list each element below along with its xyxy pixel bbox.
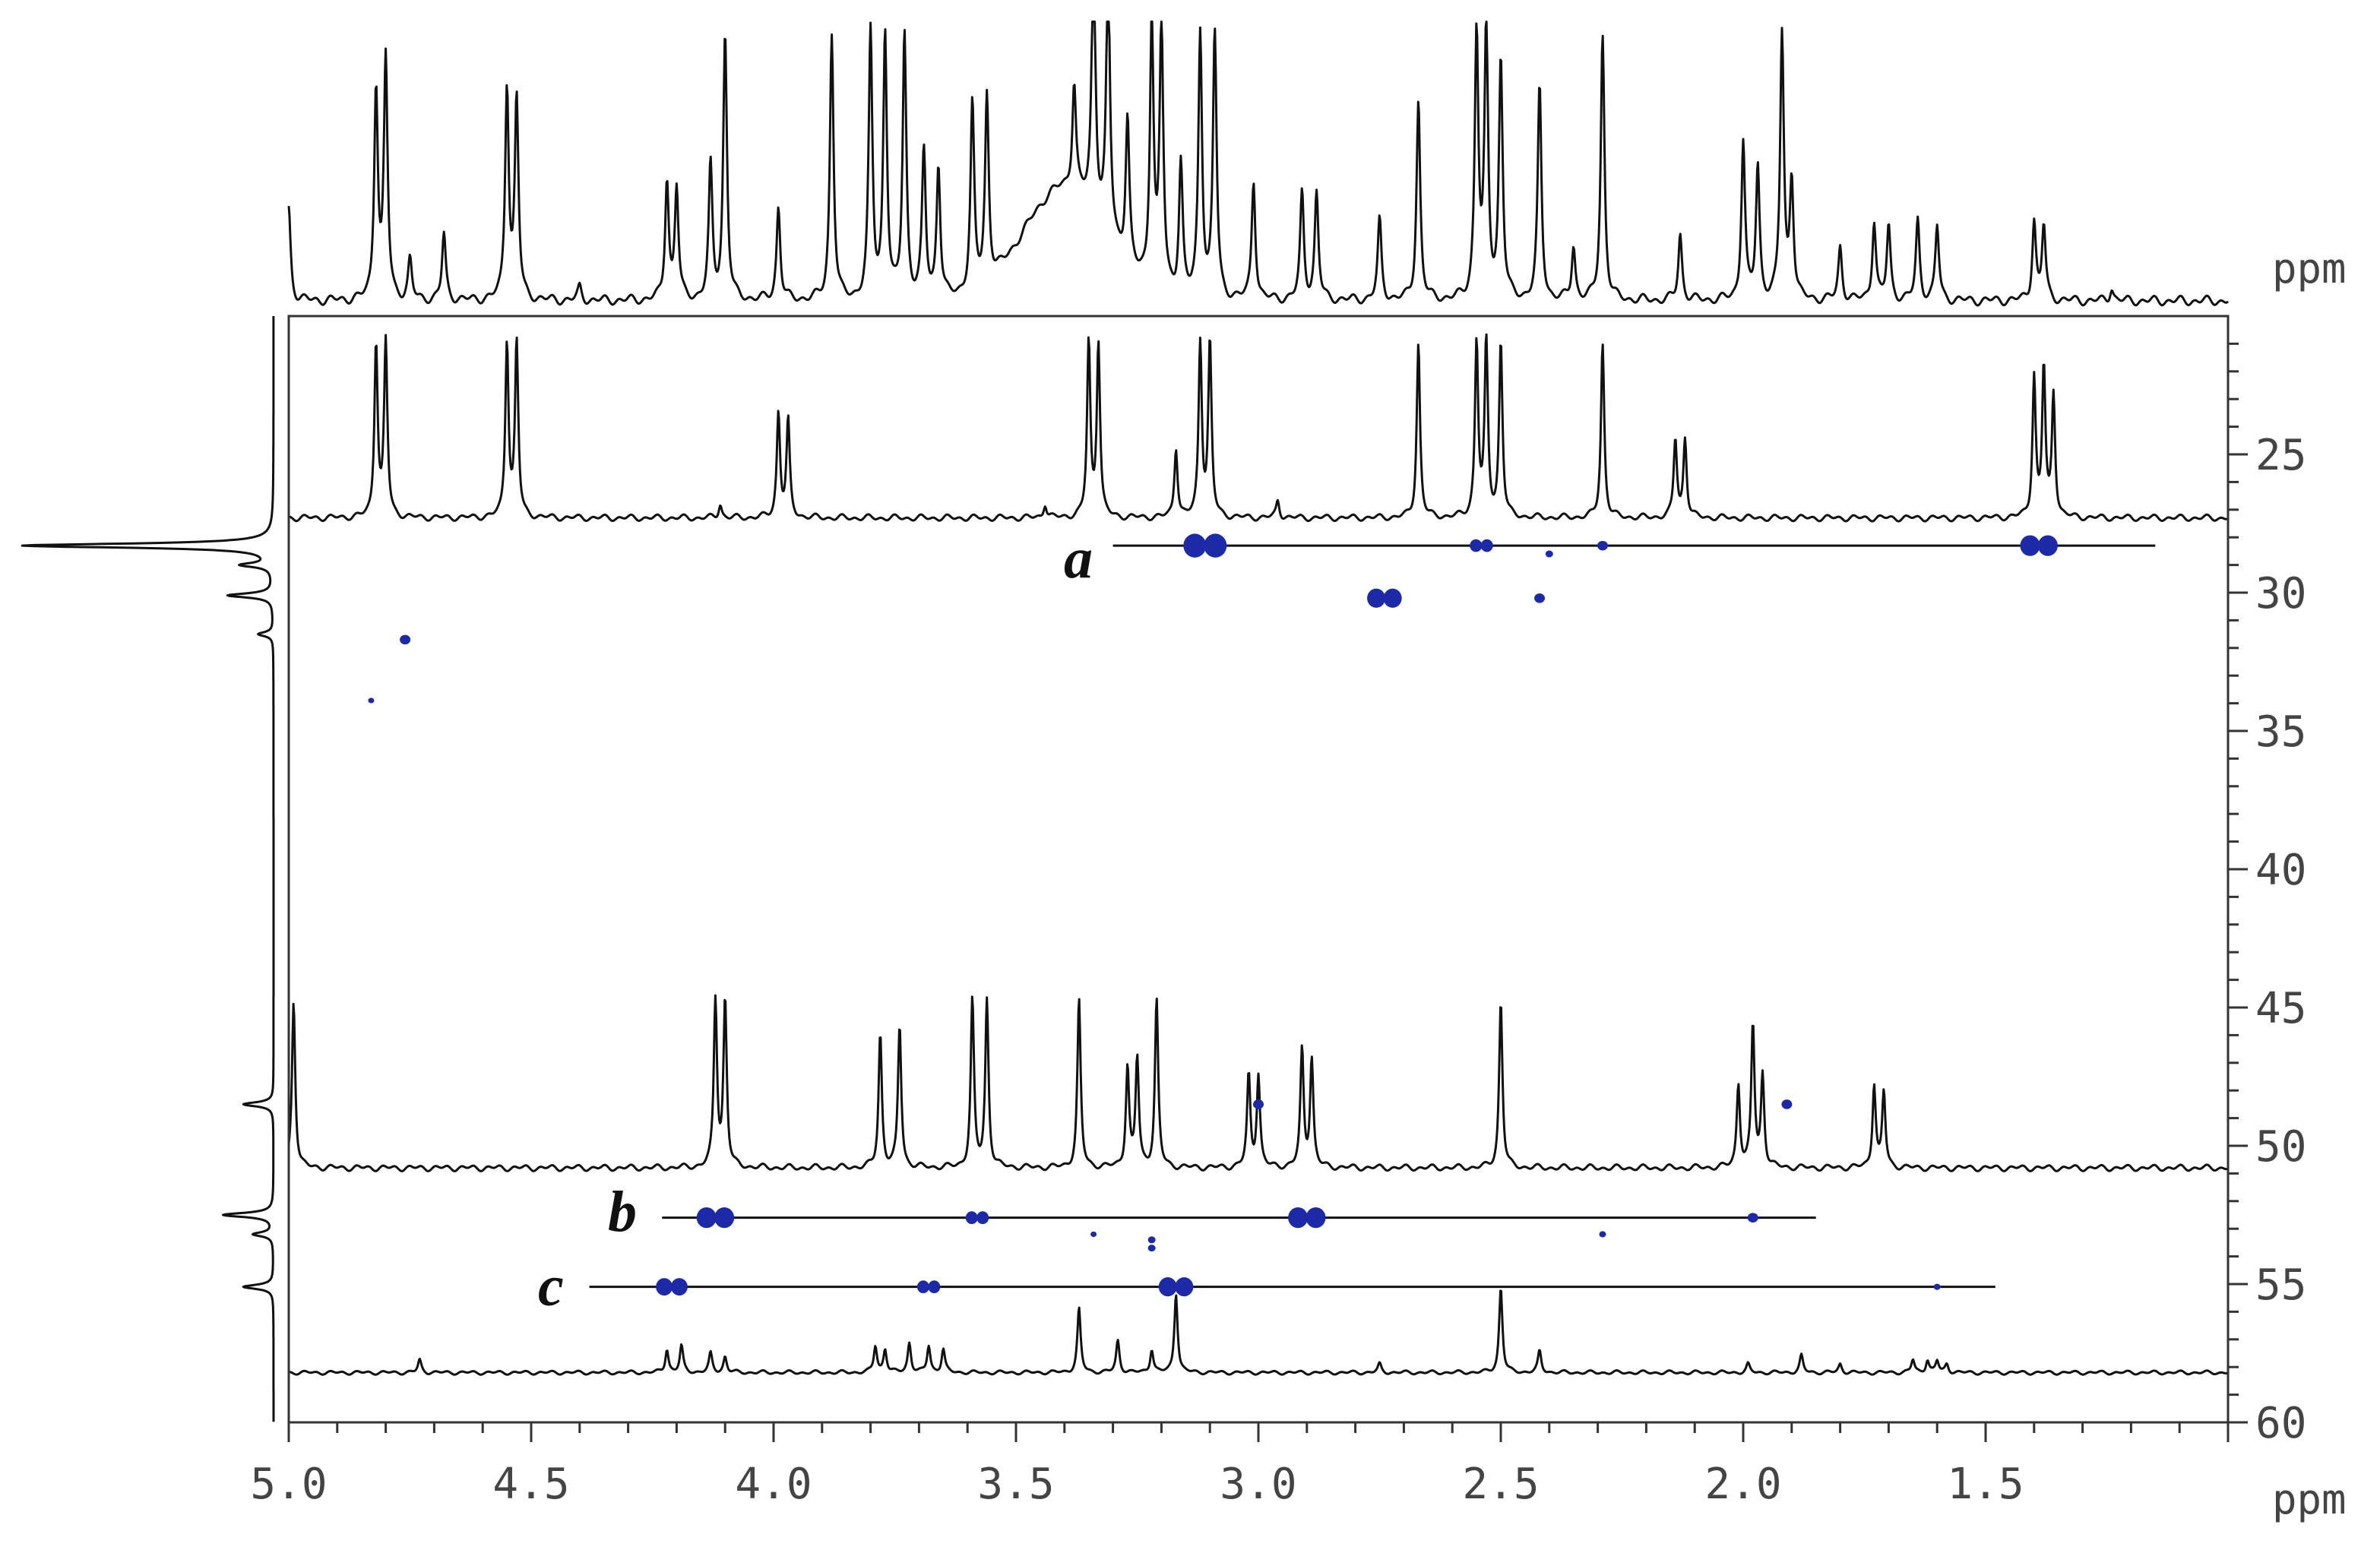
row-trace-1 [288,333,2229,523]
cross-peak-12-right [714,1207,735,1229]
cross-peak-13-right [976,1211,989,1225]
cross-peak-22-left [1158,1277,1177,1297]
cross-peak-6-left [1367,588,1386,608]
cross-peak-13-left [965,1211,978,1225]
row-trace-3 [288,1289,2229,1376]
cross-peak-21-right [928,1280,941,1294]
cross-peak-1-right [1204,533,1227,558]
x-tick-label: 2.0 [1704,1460,1781,1509]
trace-label-a: a [1064,527,1093,590]
cross-peak-22-right [1175,1277,1194,1297]
cross-peak-2-right [1480,539,1493,552]
y-tick-label: 55 [2255,1261,2306,1310]
y-tick-label: 30 [2255,569,2306,618]
cross-peak-1-left [1183,533,1207,558]
cross-peak-17-left [1288,1207,1309,1229]
top-projection-trace [287,21,2230,307]
cross-peak-12-left [696,1207,717,1229]
y-tick-label: 45 [2255,984,2306,1033]
x-tick-label: 2.5 [1462,1460,1539,1509]
trace-label-b: b [608,1180,637,1244]
x-tick-label: 3.0 [1220,1460,1296,1509]
cross-peak-10 [1253,1099,1264,1109]
cross-peak-5-right [2037,535,2058,556]
left-projection-trace [21,315,275,1422]
cross-peak-20-right [670,1278,688,1296]
top-axis-unit-label: ppm [2272,245,2347,293]
cross-peak-17-right [1306,1207,1326,1229]
x-tick-label: 5.0 [250,1460,327,1509]
guide-lines-group [589,544,2156,1289]
y-tick-label: 25 [2255,431,2306,480]
cross-peak-15 [1147,1236,1156,1244]
cross-peak-23 [1933,1283,1941,1290]
cross-peak-19 [1747,1213,1758,1223]
cross-peaks-group [368,533,2058,1297]
y-tick-label: 50 [2255,1122,2306,1172]
row-traces-group [287,333,2229,1376]
trace-label-c: c [538,1254,564,1318]
cross-peak-20-left [656,1278,673,1296]
cross-peak-11 [1781,1099,1793,1109]
x-tick-label: 1.5 [1947,1460,2024,1509]
y-tick-label: 35 [2255,707,2306,757]
top-projection-group [287,21,2230,307]
cross-peak-14 [1090,1231,1097,1238]
cross-peak-5-left [2020,535,2040,556]
cross-peak-21-left [916,1280,929,1294]
cross-peak-6-right [1383,588,1402,608]
y-axis-group: 25 30 35 40 45 50 55 60 [2228,342,2306,1448]
x-tick-label: 4.5 [492,1460,569,1509]
cross-peak-8 [400,634,411,645]
cross-peak-3 [1545,550,1553,558]
y-tick-label: 60 [2255,1399,2306,1448]
cross-peak-18 [1599,1231,1606,1238]
x-tick-label: 4.0 [735,1460,812,1509]
y-tick-label: 40 [2255,846,2306,895]
left-projection-group [21,315,275,1422]
x-axis-unit-label: ppm [2272,1476,2347,1523]
row-trace-2 [287,994,2229,1172]
cross-peak-7 [1534,593,1546,603]
x-axis-group: 5.0 4.5 4.0 3.5 3.0 2.5 2.0 1.5 [250,1422,2230,1509]
cross-peak-2-left [1470,539,1483,552]
cross-peak-16 [1147,1245,1156,1252]
x-tick-label: 3.5 [977,1460,1054,1509]
cross-peak-9 [368,698,375,704]
cross-peak-4 [1597,540,1608,551]
